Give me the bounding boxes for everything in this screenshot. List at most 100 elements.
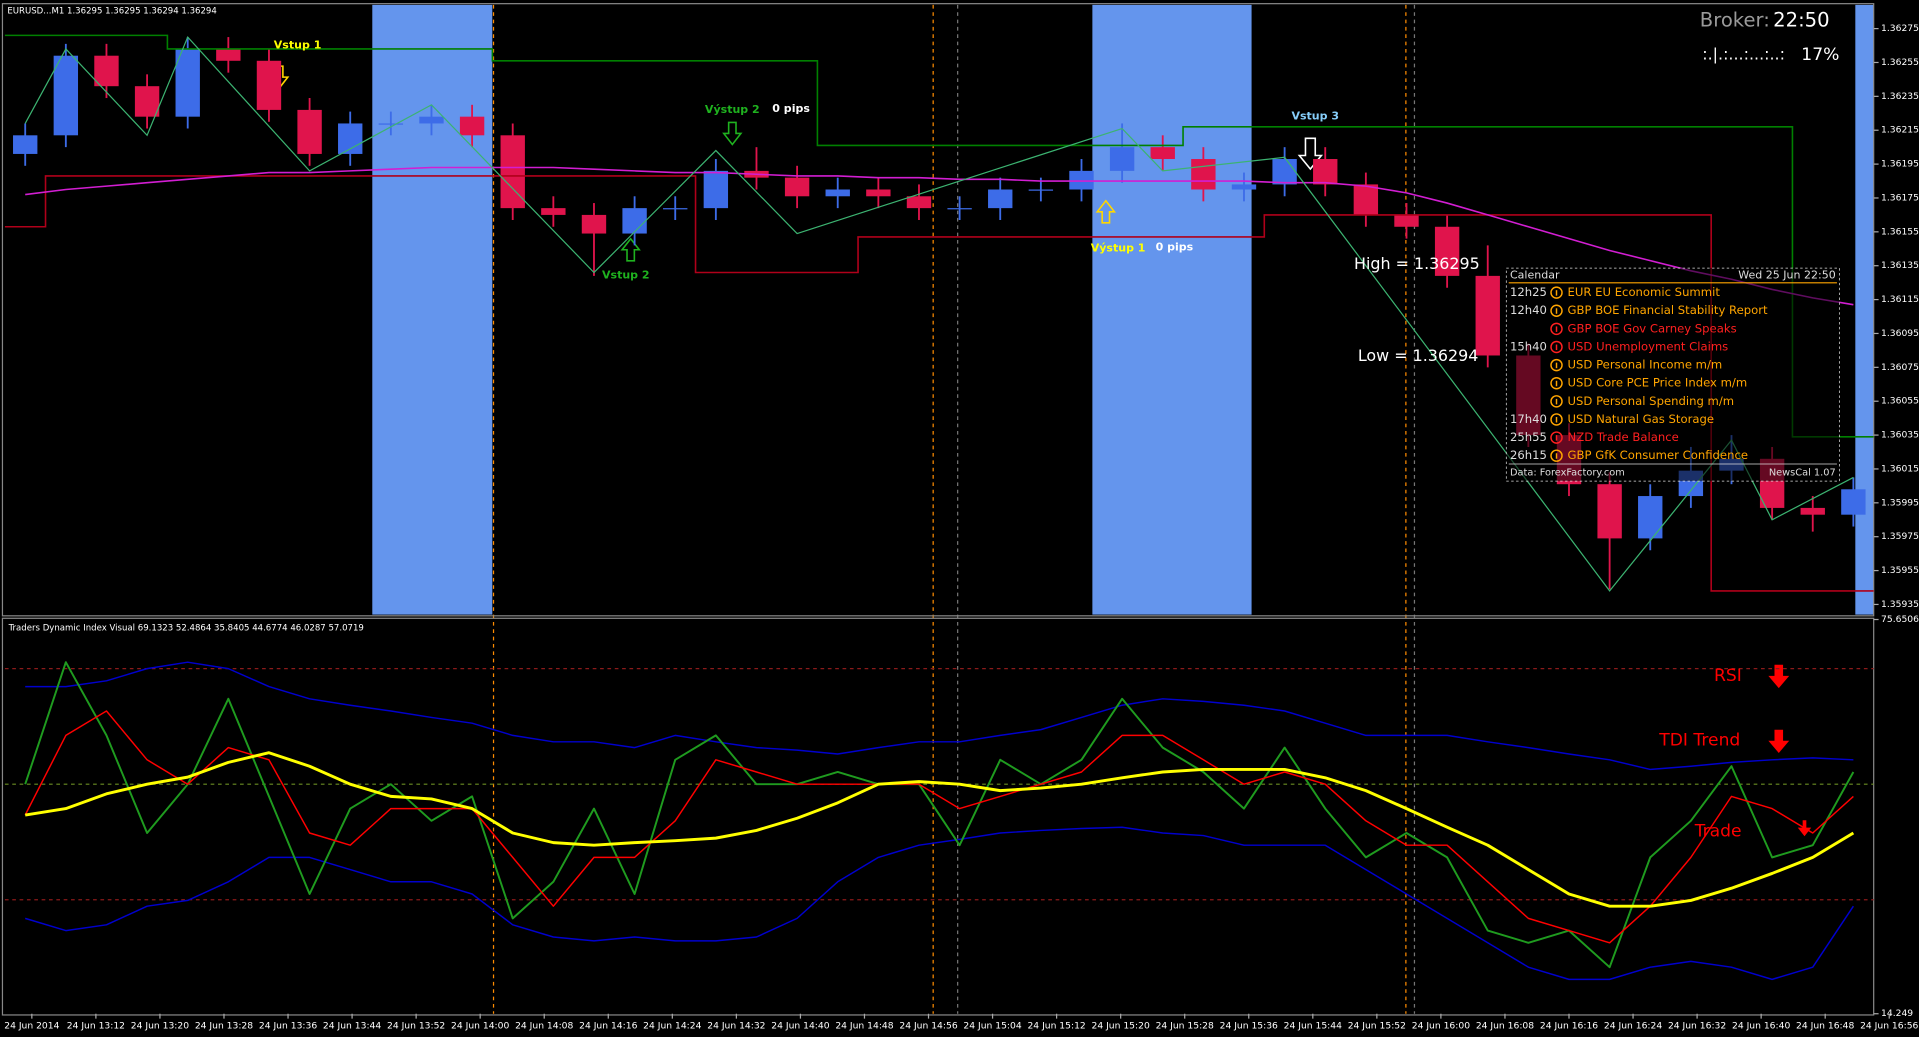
event-icon <box>1550 340 1563 354</box>
broker-bar: :.|.:...:...:..: <box>1702 45 1785 64</box>
x-tick-label: 24 Jun 16:00 <box>1412 1020 1470 1031</box>
event-icon <box>1550 322 1563 336</box>
y-tick-label: 1.36095 <box>1881 328 1919 339</box>
candle-body <box>1394 214 1419 227</box>
annotation: Vstup 1 <box>274 38 322 51</box>
x-tick-label: 24 Jun 14:40 <box>771 1020 829 1031</box>
x-tick-label: 24 Jun 14:56 <box>899 1020 957 1031</box>
event-text: GBP BOE Gov Carney Speaks <box>1568 321 1737 335</box>
event-time: 26h15 <box>1510 448 1547 462</box>
calendar-box <box>1505 267 1840 482</box>
y-tick-label: 1.35975 <box>1881 531 1919 542</box>
x-tick-label: 24 Jun 13:12 <box>67 1020 125 1031</box>
broker-time: 22:50 <box>1773 8 1829 31</box>
x-tick-label: 24 Jun 15:04 <box>963 1020 1021 1031</box>
price-panel-border <box>1 3 1875 617</box>
x-tick-label: 24 Jun 13:44 <box>323 1020 381 1031</box>
indicator-line <box>24 751 1855 908</box>
event-text: USD Personal Income m/m <box>1568 358 1723 372</box>
candle-body <box>622 208 647 234</box>
indicator-line <box>25 661 1854 771</box>
x-tick-label: 24 Jun 15:20 <box>1092 1020 1150 1031</box>
x-tick-label: 24 Jun 13:20 <box>131 1020 189 1031</box>
y-tick-label: 1.36035 <box>1881 430 1919 441</box>
event-icon <box>1550 286 1563 299</box>
step-line <box>4 34 1874 438</box>
annotation: 0 pips <box>772 102 810 115</box>
event-time: 15h40 <box>1510 339 1547 353</box>
annotation: Vstup 3 <box>1291 109 1339 122</box>
candle-body <box>1272 159 1297 185</box>
candle-body <box>988 189 1013 209</box>
x-tick-label: 24 Jun 15:36 <box>1220 1020 1278 1031</box>
calendar-footer: Data: ForexFactory.com <box>1510 468 1625 479</box>
y-tick-label: 1.35995 <box>1881 497 1919 508</box>
x-tick-label: 24 Jun 14:16 <box>579 1020 637 1031</box>
y-tick-label: 1.36015 <box>1881 463 1919 474</box>
calendar-date: Wed 25 Jun 22:50 <box>1738 268 1836 281</box>
candle-body <box>53 55 79 136</box>
event-icon <box>1550 358 1563 372</box>
calendar-title: Calendar <box>1510 268 1560 281</box>
y-tick-label: 1.36275 <box>1881 23 1919 34</box>
event-icon <box>1550 304 1563 317</box>
event-text: USD Natural Gas Storage <box>1568 412 1715 426</box>
x-tick-label: 24 Jun 13:52 <box>387 1020 445 1031</box>
indicator-line <box>24 710 1854 944</box>
annotation: Low = 1.36294 <box>1358 346 1479 365</box>
candle-body <box>1841 489 1866 515</box>
x-tick-label: 24 Jun 15:28 <box>1156 1020 1214 1031</box>
event-text: GBP BOE Financial Stability Report <box>1568 303 1769 317</box>
annotation: RSI <box>1714 666 1742 686</box>
candle-body <box>1231 184 1257 190</box>
y-tick-label: 1.36135 <box>1881 260 1919 271</box>
step-line <box>4 175 1874 592</box>
event-time: 25h55 <box>1510 430 1547 444</box>
event-time: 12h40 <box>1510 303 1547 317</box>
y-tick-label: 1.36215 <box>1881 125 1919 136</box>
event-text: GBP GfK Consumer Confidence <box>1568 448 1748 462</box>
event-icon <box>1550 449 1563 462</box>
indicator-title: Traders Dynamic Index Visual 69.1323 52.… <box>8 624 364 634</box>
candle-body <box>134 86 160 117</box>
candle-body <box>1638 496 1663 539</box>
candle-body <box>1191 159 1216 190</box>
arrow-down <box>722 121 743 146</box>
zigzag-line <box>24 35 1854 592</box>
price-title: EURUSD...M1 1.36295 1.36295 1.36294 1.36… <box>7 7 216 17</box>
annotation: Trade <box>1694 821 1742 841</box>
x-tick-label: 24 Jun 2014 <box>4 1020 59 1031</box>
y-tick-label: 14.249 <box>1881 1008 1913 1019</box>
session-band <box>1855 4 1874 615</box>
event-icon <box>1550 395 1563 408</box>
candle-body <box>1028 189 1054 191</box>
candle-body <box>541 208 566 215</box>
candle-body <box>1475 275 1500 356</box>
y-tick-label: 1.36175 <box>1881 192 1919 203</box>
y-tick-label: 1.35935 <box>1881 599 1919 610</box>
session-band <box>372 4 493 615</box>
candle-body <box>581 214 607 234</box>
x-tick-label: 24 Jun 15:52 <box>1348 1020 1406 1031</box>
event-icon <box>1550 413 1563 426</box>
candle-body <box>378 123 404 125</box>
annotation: Výstup 1 <box>1091 242 1146 255</box>
candle-body <box>175 48 200 117</box>
arrow-down <box>1768 664 1790 689</box>
candle-body <box>1353 184 1379 215</box>
x-tick-label: 24 Jun 16:16 <box>1540 1020 1598 1031</box>
candle-body <box>1150 147 1175 160</box>
candle-body <box>94 55 119 87</box>
event-icon <box>1550 431 1563 444</box>
event-time: 12h25 <box>1510 285 1547 299</box>
candle-body <box>459 116 485 136</box>
x-tick-label: 24 Jun 14:24 <box>643 1020 701 1031</box>
x-tick-label: 24 Jun 13:28 <box>195 1020 253 1031</box>
y-tick-label: 75.6506 <box>1881 614 1919 625</box>
arrow-up <box>1095 199 1117 224</box>
candle-body <box>256 60 282 110</box>
y-tick-label: 1.36055 <box>1881 396 1919 407</box>
event-time: 17h40 <box>1510 412 1547 426</box>
